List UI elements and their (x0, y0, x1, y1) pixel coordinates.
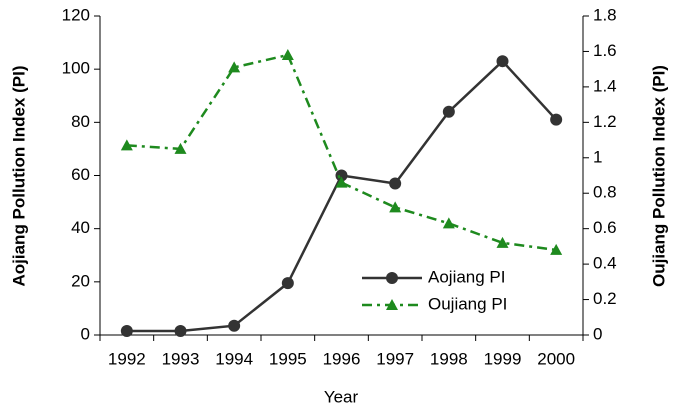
x-tick-label: 1992 (108, 349, 146, 368)
y2-tick-label: 1 (593, 147, 602, 166)
series-line (126, 53, 557, 252)
y-tick-label: 20 (71, 271, 90, 290)
point (174, 142, 187, 154)
y-tick-label: 60 (71, 165, 90, 184)
y2-tick-label: 0.4 (593, 254, 617, 273)
point (335, 176, 348, 188)
y2-tick-label: 0.6 (593, 218, 617, 237)
y2-tick-label: 1.6 (593, 41, 617, 60)
x-tick-label: 1997 (376, 349, 414, 368)
x-axis-label: Year (324, 387, 359, 406)
y-axis-label: Aojiang Pollution Index (PI) (9, 66, 28, 287)
y-tick-label: 120 (62, 5, 90, 24)
x-tick-label: 1998 (430, 349, 468, 368)
point (120, 325, 133, 338)
point (386, 272, 398, 284)
point (389, 201, 402, 213)
point (386, 299, 398, 310)
point (550, 113, 563, 126)
point (120, 139, 133, 151)
x-tick-label: 1993 (162, 349, 200, 368)
y-tick-label: 100 (62, 59, 90, 78)
y2-tick-label: 0 (593, 324, 602, 343)
y2-tick-label: 0.2 (593, 289, 617, 308)
y2-tick-label: 1.8 (593, 5, 617, 24)
y-tick-label: 0 (81, 324, 90, 343)
point (442, 105, 455, 118)
x-tick-label: 1995 (269, 349, 307, 368)
point (174, 325, 187, 338)
point (496, 55, 509, 68)
point (281, 48, 294, 60)
y-tick-label: 80 (71, 112, 90, 131)
y2-tick-label: 1.2 (593, 112, 617, 131)
x-tick-label: 1999 (484, 349, 522, 368)
point (550, 243, 563, 255)
x-tick-label: 1996 (323, 349, 361, 368)
point (389, 177, 402, 190)
point (228, 319, 241, 332)
y2-tick-label: 1.4 (593, 76, 617, 95)
x-tick-label: 1994 (215, 349, 253, 368)
y-tick-label: 40 (71, 218, 90, 237)
point (442, 217, 455, 229)
point (228, 61, 241, 73)
x-tick-label: 2000 (537, 349, 575, 368)
point (281, 277, 294, 290)
y2-tick-label: 0.8 (593, 183, 617, 202)
legend-label: Oujiang PI (428, 294, 507, 313)
series-line (126, 59, 558, 333)
legend-label: Aojiang PI (428, 267, 506, 286)
point (496, 236, 509, 248)
y2-axis-label: Oujiang Pollution Index (PI) (649, 65, 668, 287)
